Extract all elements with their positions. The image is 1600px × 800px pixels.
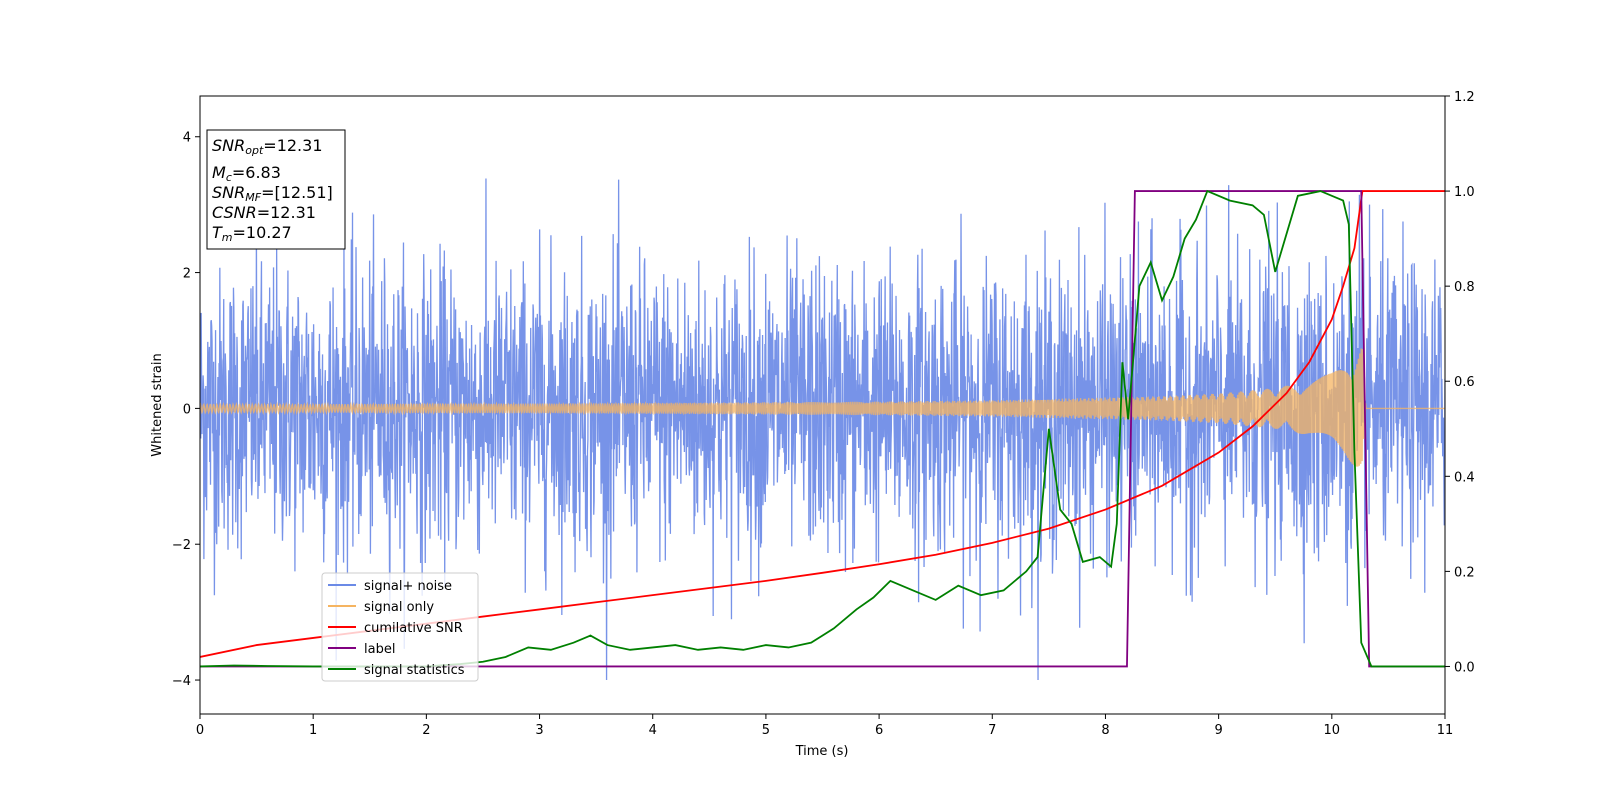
series-signal-only [200,348,1445,467]
legend-label: signal+ noise [364,579,452,594]
x-tick-label: 11 [1437,723,1454,738]
annotation-line: SNRMF=[12.51] [212,183,333,204]
legend-frame [321,572,479,682]
stats-annotation-box: SNRopt=12.31 Mc=6.83SNRMF=[12.51]CSNR=12.… [206,129,346,250]
y-tick-label: 4 [183,131,191,146]
series-signal-statistics [200,189,1445,668]
y-axis-title: Whitened strain [150,353,165,456]
x-tick-label: 2 [422,723,430,738]
y2-tick-label: 0.4 [1454,470,1475,485]
annotation-frame [206,129,346,250]
y2-tick-label: 0.2 [1454,565,1475,580]
annotation-line: CSNR=12.31 [212,203,316,222]
y-tick-label: 0 [183,402,191,417]
x-tick-label: 10 [1324,723,1341,738]
y2-tick-label: 1.0 [1454,185,1475,200]
axes-ticks: 0 1 2 3 4 5 6 7 8 9 10 11 −4 −2 0 2 4 0.0 0.2 0.4 0.6 0.8 1.0 1… [172,90,1475,738]
x-tick-label: 8 [1101,723,1109,738]
y2-tick-label: 0.8 [1454,280,1475,295]
x-tick-label: 1 [309,723,317,738]
y-tick-label: −4 [172,674,191,689]
x-tick-label: 4 [649,723,657,738]
x-tick-label: 0 [196,723,204,738]
x-tick-label: 7 [988,723,996,738]
series-signal-plus-noise [200,178,1445,681]
annotation-line: Tm=10.27 [212,223,292,244]
y-tick-label: 2 [183,267,191,282]
y-tick-label: −2 [172,538,191,553]
axes-frame [199,95,1446,715]
x-tick-label: 6 [875,723,883,738]
legend-label: label [364,642,395,657]
y2-tick-label: 0.0 [1454,660,1475,675]
y2-tick-label: 0.6 [1454,375,1475,390]
x-tick-label: 5 [762,723,770,738]
annotation-line: SNRopt=12.31 [212,136,323,157]
legend: signal+ noise signal only cumilative SNR la… [321,572,479,682]
y2-tick-label: 1.2 [1454,90,1475,105]
x-axis-title: Time (s) [795,744,849,759]
legend-label: cumilative SNR [364,621,463,636]
legend-label: signal statistics [364,663,465,678]
x-tick-label: 3 [535,723,543,738]
annotation-line: Mc=6.83 [212,163,281,184]
legend-label: signal only [364,600,434,615]
x-tick-label: 9 [1214,723,1222,738]
